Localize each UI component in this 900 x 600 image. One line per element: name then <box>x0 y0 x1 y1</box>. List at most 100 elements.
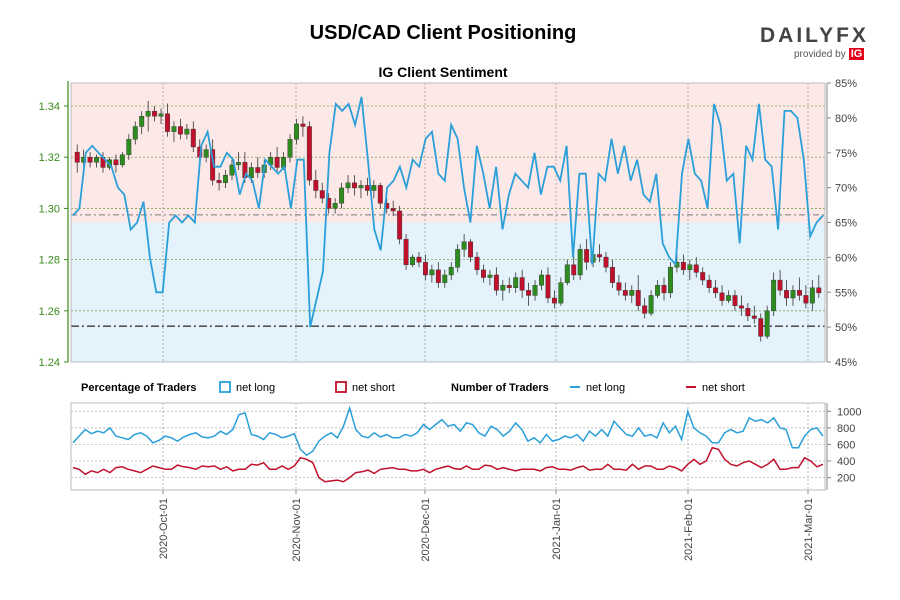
candle <box>397 205 403 245</box>
net-long-percentage-line <box>72 96 824 328</box>
legend-number-title: Number of Traders <box>451 382 549 394</box>
candle <box>468 239 474 263</box>
candle <box>545 267 551 304</box>
candle <box>177 118 183 140</box>
logo-provided-text: provided by <box>794 49 846 60</box>
candle <box>416 251 422 268</box>
traders-tick-label: 600 <box>837 439 855 451</box>
candle <box>597 244 602 263</box>
candle <box>455 244 461 273</box>
traders-tick-label: 1000 <box>837 406 861 418</box>
candle <box>700 267 706 286</box>
legend-net-long-box <box>219 381 231 393</box>
candle <box>687 259 693 281</box>
date-tick-label: 2020-Dec-01 <box>420 498 432 562</box>
candle <box>661 277 667 301</box>
candle <box>758 313 764 342</box>
percentage-tick-label: 85% <box>835 78 857 90</box>
candle <box>513 272 519 293</box>
candle <box>87 152 93 168</box>
candle <box>442 269 448 288</box>
candle <box>571 254 577 281</box>
candle <box>126 134 132 160</box>
candle <box>184 123 190 140</box>
candle <box>532 280 538 301</box>
candle <box>203 144 209 163</box>
percentage-axis: 45% 50% 55% 60% 65% 70% 75% 80% 85% <box>826 78 857 369</box>
candle <box>713 280 719 299</box>
candle <box>165 103 170 137</box>
candle <box>603 251 609 273</box>
price-sentiment-panel: 1.24 1.26 1.28 1.30 1.32 1.34 45% 50% 55% 60% 65%… <box>39 78 858 369</box>
net-long-zone <box>71 222 825 362</box>
candle <box>642 298 648 319</box>
candle <box>655 280 661 299</box>
candle <box>390 200 396 217</box>
traders-gridlines <box>71 403 825 490</box>
candle <box>403 234 409 270</box>
candle <box>158 108 164 124</box>
candle <box>235 152 241 171</box>
date-tick-label: 2021-Mar-01 <box>803 498 815 561</box>
percentage-tick-label: 70% <box>835 183 857 195</box>
candle <box>706 274 712 293</box>
logo-provided-by: provided by IG <box>794 48 865 60</box>
candle <box>216 172 222 191</box>
candle <box>422 254 428 281</box>
candle <box>719 285 725 306</box>
candle <box>558 277 564 306</box>
ig-logo: IG <box>848 48 865 60</box>
candle <box>680 254 686 275</box>
candle <box>145 100 151 132</box>
candle <box>461 234 467 258</box>
candle <box>435 262 441 288</box>
candle <box>352 175 357 196</box>
candle <box>332 198 338 214</box>
price-tick-label: 1.28 <box>39 255 60 267</box>
candle <box>377 182 383 209</box>
candle <box>771 272 777 316</box>
candle <box>526 282 532 306</box>
date-tick-label: 2020-Oct-01 <box>158 498 170 559</box>
legend: Percentage of Traders net long net short… <box>81 381 745 394</box>
candle <box>506 277 512 293</box>
candle <box>726 290 731 304</box>
candle <box>487 269 493 286</box>
price-tick-label: 1.24 <box>39 357 60 369</box>
candle <box>410 254 415 268</box>
traders-tick-label: 200 <box>837 473 855 485</box>
traders-panel-frame <box>70 402 826 491</box>
traders-tick-label: 800 <box>837 423 855 435</box>
candle <box>629 285 635 304</box>
main-panel-frame <box>70 82 826 363</box>
candle <box>190 121 196 153</box>
candle <box>635 274 641 311</box>
number-net-short-line <box>72 446 824 483</box>
candle <box>294 118 299 145</box>
price-tick-label: 1.30 <box>39 203 60 215</box>
price-axis: 1.24 1.26 1.28 1.30 1.32 1.34 <box>39 81 69 369</box>
candle <box>551 290 557 309</box>
date-tick-label: 2020-Nov-01 <box>291 498 303 562</box>
candle <box>345 175 351 194</box>
percentage-tick-label: 45% <box>835 357 857 369</box>
candle <box>474 251 480 275</box>
candle <box>339 182 345 209</box>
legend-net-short-box <box>335 381 347 393</box>
candle <box>784 280 789 306</box>
candle <box>519 269 525 299</box>
legend-percentage-title: Percentage of Traders <box>81 382 197 394</box>
candle <box>790 285 796 306</box>
page-title: USD/CAD Client Positioning <box>309 22 577 44</box>
candle <box>229 159 235 181</box>
candle <box>313 170 319 199</box>
candle <box>648 290 654 316</box>
candle <box>139 111 145 135</box>
dailyfx-logo[interactable]: DAILYFX provided by IG <box>760 24 870 60</box>
price-tick-label: 1.26 <box>39 306 60 318</box>
candle <box>287 134 293 163</box>
candle <box>223 170 228 188</box>
legend-number-short-label: net short <box>702 382 745 394</box>
candle <box>803 285 809 309</box>
candle <box>94 154 100 168</box>
